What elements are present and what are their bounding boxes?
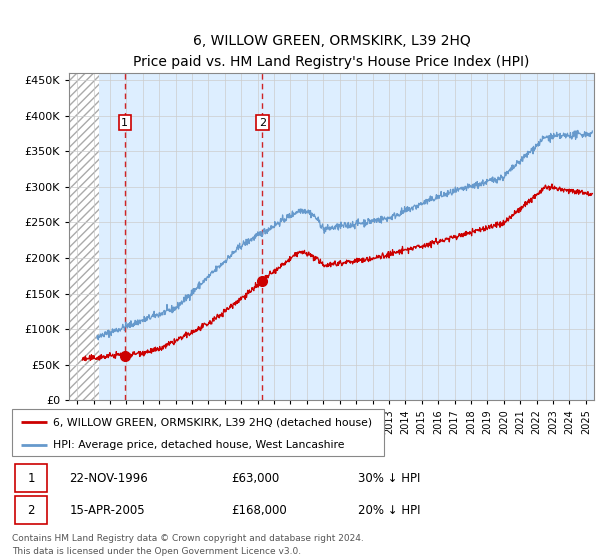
Text: 2: 2 bbox=[27, 503, 35, 517]
FancyBboxPatch shape bbox=[15, 496, 47, 524]
Text: £63,000: £63,000 bbox=[231, 472, 279, 485]
Text: HPI: Average price, detached house, West Lancashire: HPI: Average price, detached house, West… bbox=[53, 440, 344, 450]
FancyBboxPatch shape bbox=[15, 464, 47, 492]
FancyBboxPatch shape bbox=[12, 409, 384, 456]
Text: £168,000: £168,000 bbox=[231, 503, 287, 517]
Bar bbox=[69, 73, 98, 400]
Text: 1: 1 bbox=[121, 118, 128, 128]
Text: Contains HM Land Registry data © Crown copyright and database right 2024.
This d: Contains HM Land Registry data © Crown c… bbox=[12, 534, 364, 556]
Text: 6, WILLOW GREEN, ORMSKIRK, L39 2HQ (detached house): 6, WILLOW GREEN, ORMSKIRK, L39 2HQ (deta… bbox=[53, 417, 372, 427]
Text: 20% ↓ HPI: 20% ↓ HPI bbox=[358, 503, 420, 517]
Text: 30% ↓ HPI: 30% ↓ HPI bbox=[358, 472, 420, 485]
Text: 15-APR-2005: 15-APR-2005 bbox=[70, 503, 145, 517]
Text: 22-NOV-1996: 22-NOV-1996 bbox=[70, 472, 148, 485]
Title: 6, WILLOW GREEN, ORMSKIRK, L39 2HQ
Price paid vs. HM Land Registry's House Price: 6, WILLOW GREEN, ORMSKIRK, L39 2HQ Price… bbox=[133, 34, 530, 69]
Text: 1: 1 bbox=[27, 472, 35, 485]
Text: 2: 2 bbox=[259, 118, 266, 128]
